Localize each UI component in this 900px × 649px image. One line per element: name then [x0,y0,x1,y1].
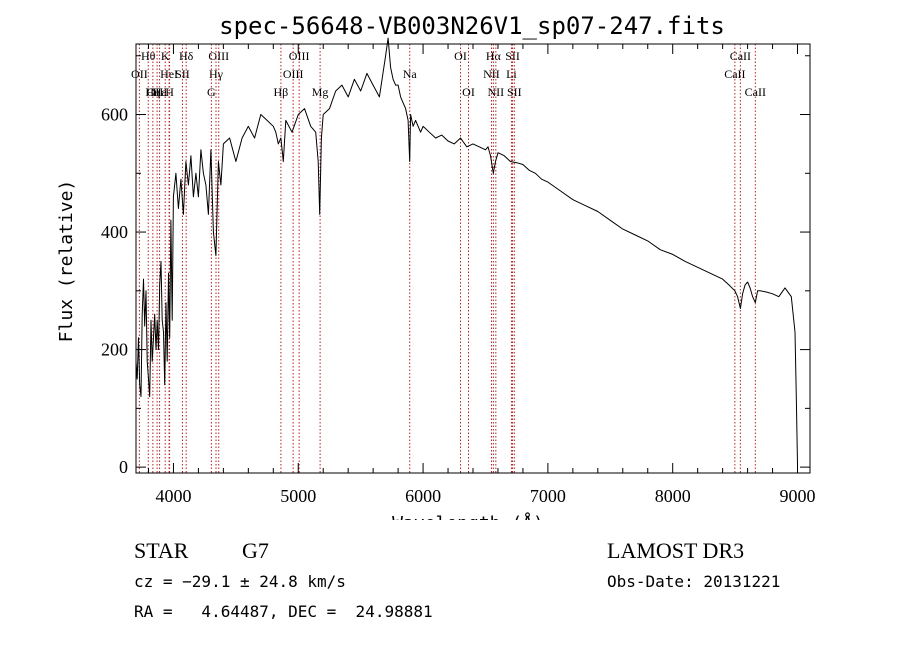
y-tick-label: 200 [101,340,128,360]
x-tick-label: 8000 [655,486,691,506]
y-tick-label: 0 [119,457,128,477]
spectrum-chart: spec-56648-VB003N26V1_sp07-247.fits Flux… [56,12,816,520]
x-tick-label: 6000 [405,486,441,506]
line-marker-label: Hδ [179,49,194,63]
chart-title: spec-56648-VB003N26V1_sp07-247.fits [219,12,725,40]
line-marker-label: Hα [486,49,502,63]
line-marker-label: OIII [289,49,310,63]
line-marker-label: HeI [160,67,178,81]
line-marker-label: Hγ [209,67,224,81]
line-marker-label: OIII [208,49,229,63]
x-tick-label: 7000 [530,486,566,506]
redshift-text: cz = −29.1 ± 24.8 km/s [134,572,346,591]
line-marker-label: OI [462,85,475,99]
survey-name: LAMOST DR3 [607,538,745,563]
x-tick-label: 9000 [780,486,816,506]
line-marker-label: Hη [145,85,160,99]
line-marker-label: SII [507,85,522,99]
line-marker-label: CaII [745,85,766,99]
plot-frame [135,43,811,474]
y-tick-label: 600 [101,105,128,125]
x-tick-label: 5000 [280,486,316,506]
y-axis-label: Flux (relative) [56,180,77,343]
line-marker-label: Li [506,67,517,81]
line-marker-label: CaII [724,67,745,81]
line-marker-label: Hβ [274,85,289,99]
flux-series [135,37,798,465]
y-tick-label: 400 [101,222,128,242]
line-marker-label: OII [131,67,148,81]
line-marker-label: NII [483,67,500,81]
coordinates-text: RA = 4.64487, DEC = 24.98881 [134,602,433,621]
line-marker-label: G [207,85,216,99]
line-marker-label: CaII [730,49,751,63]
x-tick-label: 4000 [155,486,191,506]
line-marker-label: Na [403,67,418,81]
object-subclass: G7 [242,538,269,563]
line-marker-label: Hθ [141,49,156,63]
line-marker-label: Mg [312,85,329,99]
line-marker-label: H [165,85,174,99]
line-marker-label: K [161,49,170,63]
axis-ticks: 4000 5000 6000 7000 8000 9000 0 200 400 600 [101,44,816,506]
object-class: STAR [134,538,189,563]
x-axis-label: Wavelength (Å) [392,512,544,520]
line-marker-label: OIII [283,67,304,81]
line-marker-label: OI [454,49,467,63]
line-marker-label: SII [175,67,190,81]
line-marker-label: OIII [147,85,168,99]
series-line-flux [135,37,798,465]
obs-date-text: Obs-Date: 20131221 [607,572,781,591]
line-marker-label: SII [505,49,520,63]
line-marker-label: NII [488,85,505,99]
line-marker-label: Hε [153,85,167,99]
